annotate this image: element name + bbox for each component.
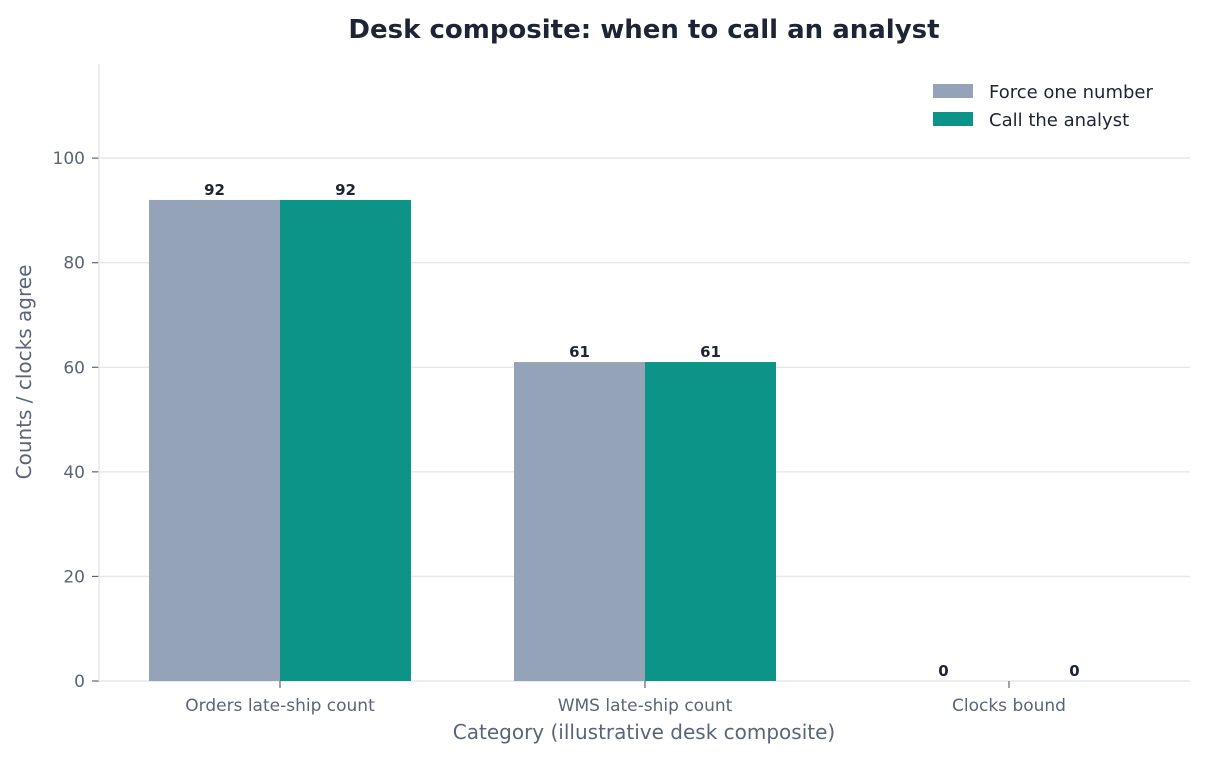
y-tick-label: 40 <box>63 463 85 483</box>
data-label: 92 <box>335 181 356 199</box>
x-tick-label: WMS late-ship count <box>558 696 733 716</box>
data-label: 61 <box>569 343 590 361</box>
bar <box>514 362 645 681</box>
y-tick-label: 20 <box>63 567 85 587</box>
x-tick-label: Clocks bound <box>952 696 1066 716</box>
bar <box>149 199 280 681</box>
data-label: 92 <box>204 181 225 199</box>
x-axis-label: Category (illustrative desk composite) <box>453 720 835 744</box>
y-tick-label: 60 <box>63 358 85 378</box>
legend: Force one number Call the analyst <box>933 82 1153 131</box>
legend-label: Call the analyst <box>989 110 1129 131</box>
bar <box>280 199 411 681</box>
y-axis-label: Counts / clocks agree <box>12 265 36 480</box>
bars <box>149 199 776 681</box>
y-tick-label: 80 <box>63 254 85 274</box>
data-labels: 92 92 61 61 0 0 <box>204 181 1080 680</box>
x-tick-labels: Orders late-ship count WMS late-ship coun… <box>185 696 1066 716</box>
data-label: 61 <box>700 343 721 361</box>
y-tick-label: 0 <box>74 672 85 692</box>
y-tick-labels: 0 20 40 60 80 100 <box>53 149 85 692</box>
data-label: 0 <box>938 662 948 680</box>
x-tick-label: Orders late-ship count <box>185 696 375 716</box>
y-tick-label: 100 <box>53 149 85 169</box>
legend-swatch <box>933 84 973 98</box>
data-label: 0 <box>1069 662 1079 680</box>
bar <box>645 362 776 681</box>
legend-swatch <box>933 112 973 126</box>
chart-title: Desk composite: when to call an analyst <box>348 15 939 45</box>
legend-label: Force one number <box>989 82 1153 103</box>
